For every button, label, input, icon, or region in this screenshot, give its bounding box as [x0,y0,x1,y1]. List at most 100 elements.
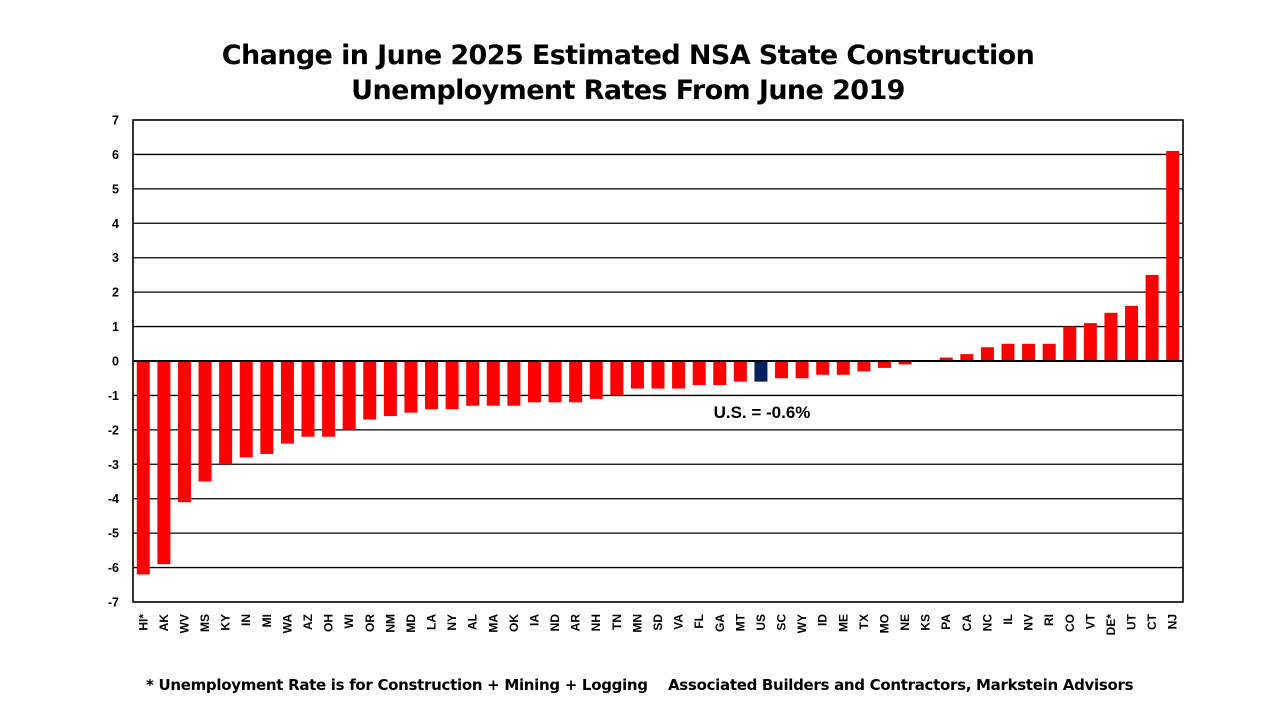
source-note: Associated Builders and Contractors, Mar… [668,676,1134,694]
bar-nv [1022,343,1036,361]
bar-or [363,361,377,420]
bar-id [816,361,830,375]
bar-hi [136,361,150,575]
y-tick-label: 3 [112,251,119,265]
x-tick-label: OR [363,614,377,632]
bar-ok [507,361,521,406]
x-tick-label: IA [527,614,541,626]
bar-fl [692,361,706,386]
bar-ut [1125,305,1139,361]
y-tick-label: 0 [112,355,119,369]
bar-pa [939,357,953,361]
bar-mn [630,361,644,389]
bar-ms [198,361,212,482]
bar-la [425,361,439,410]
chart-title: Change in June 2025 Estimated NSA State … [0,38,1256,108]
x-tick-label: NH [589,614,603,631]
y-tick-label: -7 [108,596,119,610]
bar-ga [713,361,727,386]
bar-mo [877,361,891,368]
bar-nd [548,361,562,403]
bar-ma [486,361,500,406]
y-tick-label: -1 [108,389,119,403]
x-tick-label: VT [1083,613,1097,629]
x-tick-label: PA [939,614,953,630]
x-tick-label: TX [857,614,871,629]
x-tick-label: GA [713,614,727,632]
x-tick-label: IL [1001,614,1015,625]
x-tick-label: ND [548,614,562,632]
x-tick-label: OH [322,614,336,632]
bar-ct [1145,274,1159,361]
x-tick-label: AK [157,614,171,632]
y-tick-label: 7 [112,114,119,128]
x-tick-label: NV [1022,614,1036,631]
bar-ar [569,361,583,403]
x-tick-label: MA [486,614,500,633]
x-tick-label: UT [1125,613,1139,630]
bar-az [301,361,315,437]
bar-ky [219,361,233,465]
y-tick-label: 5 [112,182,119,196]
x-tick-label: AL [466,614,480,630]
x-tick-label: KY [219,614,233,631]
bar-vt [1083,323,1097,361]
bar-de [1104,312,1118,361]
x-tick-label: MI [260,614,274,627]
x-tick-label: MS [198,614,212,632]
x-tick-label: NJ [1166,614,1180,629]
bar-sc [775,361,789,379]
x-tick-label: TN [610,614,624,630]
x-tick-label: AR [569,614,583,632]
y-tick-label: -6 [108,561,119,575]
x-tick-label: NY [445,614,459,631]
bar-wv [177,361,191,503]
bar-mt [733,361,747,382]
x-tick-label: HI* [136,614,150,631]
bar-va [672,361,686,389]
bar-nj [1166,150,1180,361]
x-tick-label: LA [425,614,439,630]
x-tick-label: CT [1145,613,1159,630]
plot-area-border [132,119,1184,603]
chart-title-line-2: Unemployment Rates From June 2019 [351,75,905,106]
bar-ak [157,361,171,565]
x-tick-label: CA [960,614,974,632]
x-tick-label: US [754,614,768,631]
x-tick-label: MD [404,614,418,633]
bar-mi [260,361,274,454]
bar-il [1001,343,1015,361]
bar-me [836,361,850,375]
x-tick-label: NE [898,614,912,631]
bar-tx [857,361,871,372]
y-tick-label: -5 [108,527,119,541]
x-tick-label: SC [775,614,789,631]
y-tick-label: 2 [112,286,119,300]
bar-wa [280,361,294,444]
bar-sd [651,361,665,389]
bar-ny [445,361,459,410]
x-tick-label: FL [692,614,706,629]
x-tick-label: NM [383,614,397,633]
bar-al [466,361,480,406]
x-tick-label: WA [280,614,294,634]
y-tick-label: -3 [108,458,119,472]
bar-nm [383,361,397,417]
footnote: * Unemployment Rate is for Construction … [146,676,648,694]
bar-ia [527,361,541,403]
x-tick-label: DE* [1104,614,1118,636]
bar-co [1063,326,1077,361]
x-tick-label: WY [795,614,809,633]
y-tick-label: 4 [112,217,119,231]
x-tick-label: ID [816,614,830,626]
x-tick-label: CO [1063,614,1077,632]
x-tick-label: SD [651,614,665,631]
x-tick-label: MO [877,614,891,633]
bar-oh [322,361,336,437]
x-tick-label: WV [177,614,191,633]
bar-wy [795,361,809,379]
x-tick-label: IN [239,614,253,626]
bar-nh [589,361,603,399]
x-tick-label: MN [630,614,644,633]
